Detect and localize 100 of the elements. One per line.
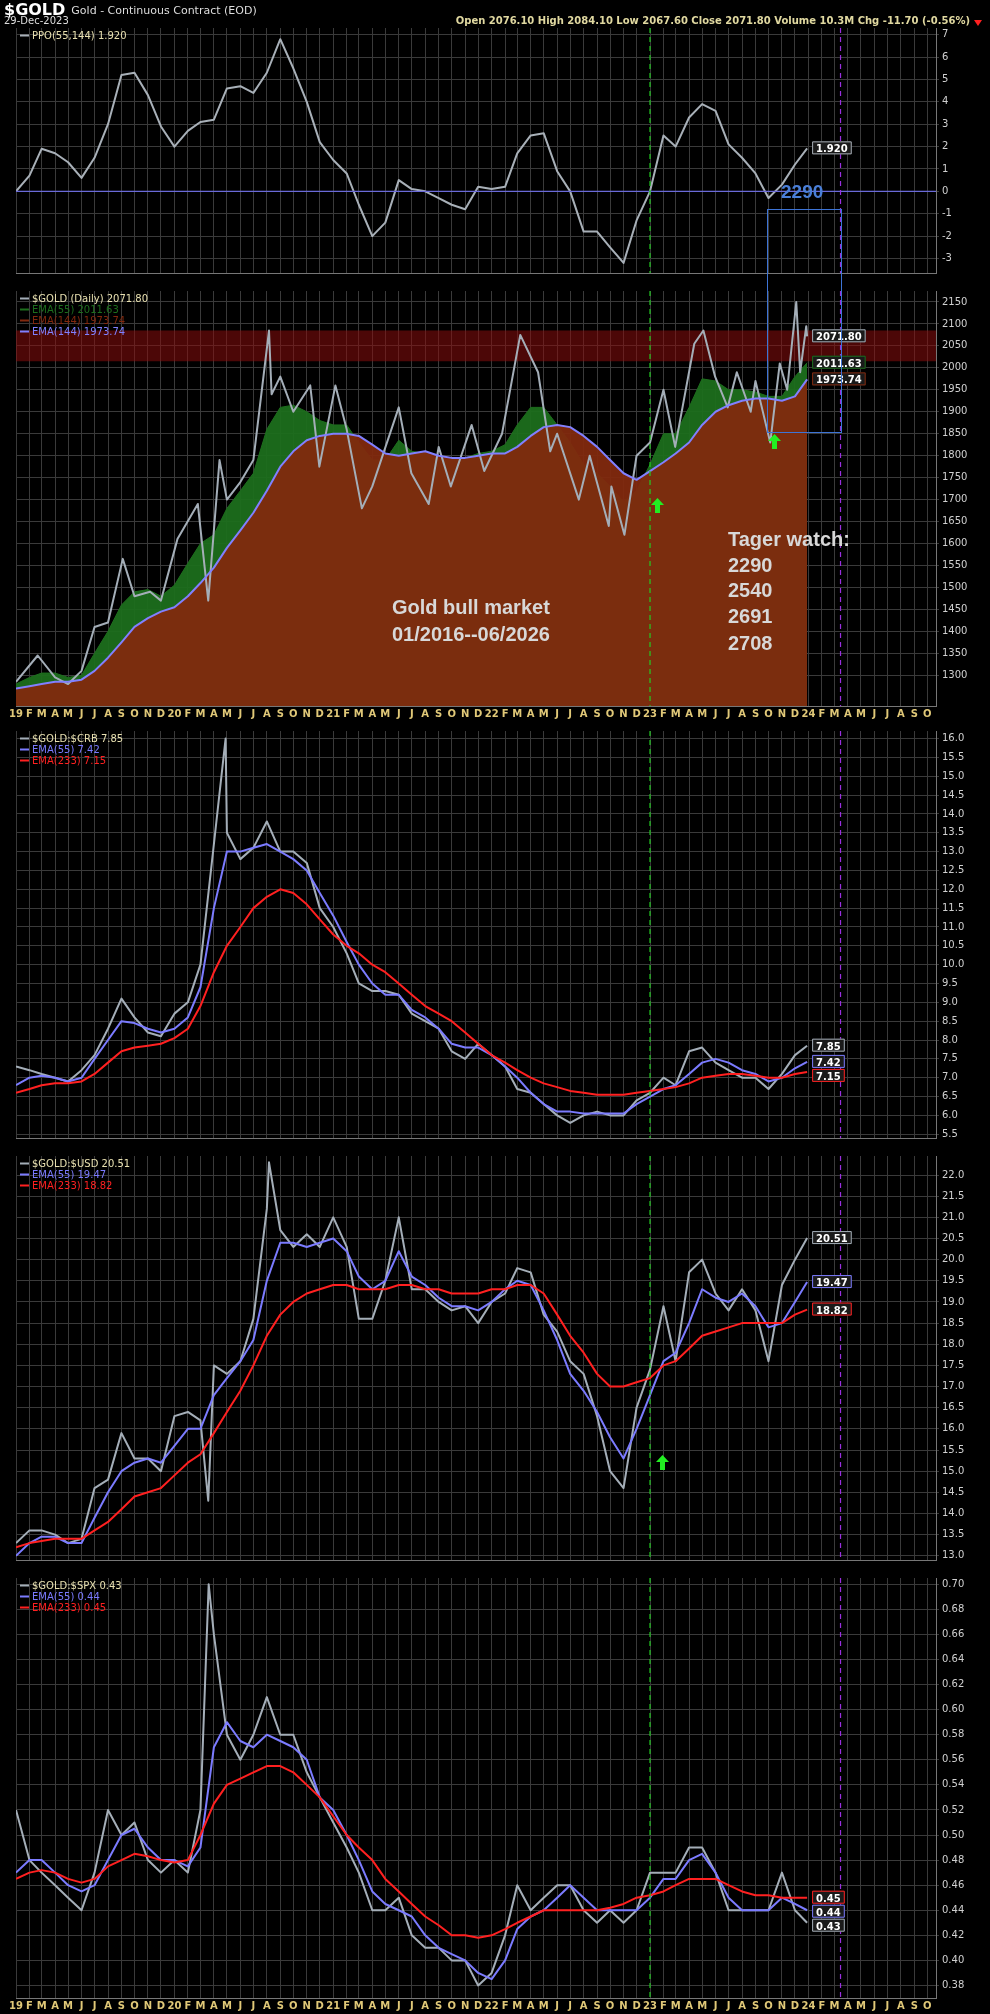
x-tick-label: 20 bbox=[167, 707, 182, 719]
x-tick-label: J bbox=[250, 1999, 256, 2011]
x-tick-label: N bbox=[619, 707, 628, 719]
x-tick-label: 19 bbox=[9, 707, 23, 719]
x-tick-label: J bbox=[78, 1999, 84, 2011]
y-tick-label: 21.5 bbox=[942, 1189, 965, 1201]
y-tick-label: 18.5 bbox=[942, 1316, 965, 1328]
x-tick-label: M bbox=[855, 707, 866, 719]
x-tick-label: J bbox=[884, 707, 890, 719]
y-tick-label: 0.58 bbox=[942, 1728, 965, 1740]
x-tick-label: J bbox=[395, 1999, 401, 2011]
y-tick-label: 9.5 bbox=[942, 977, 958, 989]
y-tick-label: 13.5 bbox=[942, 826, 965, 838]
y-tick-label: 1450 bbox=[942, 602, 968, 614]
x-tick-label: O bbox=[605, 1999, 615, 2011]
y-tick-label: 0.50 bbox=[942, 1828, 965, 1840]
annotation: 2691 bbox=[728, 605, 773, 627]
x-tick-label: M bbox=[36, 1999, 47, 2011]
legend-label: EMA(144) 1973.74 bbox=[32, 315, 126, 326]
y-tick-label: 1700 bbox=[942, 493, 968, 505]
y-tick-label: 6 bbox=[942, 50, 949, 62]
x-tick-label: A bbox=[51, 1999, 60, 2011]
y-tick-label: 14.0 bbox=[942, 1507, 965, 1519]
x-tick-label: J bbox=[91, 707, 97, 719]
y-tick-label: 1550 bbox=[942, 559, 968, 571]
x-tick-label: J bbox=[725, 1999, 731, 2011]
x-tick-label: O bbox=[764, 1999, 773, 2011]
y-tick-label: 11.5 bbox=[942, 901, 965, 913]
x-tick-label: A bbox=[262, 707, 271, 719]
y-tick-label: -3 bbox=[942, 252, 952, 264]
x-tick-label: A bbox=[526, 1999, 535, 2011]
y-tick-label: 1600 bbox=[942, 537, 968, 549]
y-tick-label: 0.62 bbox=[942, 1678, 965, 1690]
x-tick-label: S bbox=[117, 1999, 126, 2011]
y-tick-label: 1350 bbox=[942, 646, 968, 658]
x-tick-label: A bbox=[51, 707, 60, 719]
y-tick-label: 0.52 bbox=[942, 1803, 965, 1815]
x-tick-label: M bbox=[512, 707, 523, 719]
x-tick-label: S bbox=[593, 707, 601, 719]
x-tick-label: A bbox=[368, 1999, 377, 2011]
annotation: 2708 bbox=[728, 632, 773, 654]
y-tick-label: 2100 bbox=[942, 317, 968, 329]
legend-label: EMA(233) 18.82 bbox=[32, 1180, 113, 1191]
x-tick-label: O bbox=[447, 1999, 456, 2011]
x-tick-label: A bbox=[421, 707, 430, 719]
y-tick-label: 20.5 bbox=[942, 1232, 965, 1244]
y-tick-label: 22.0 bbox=[942, 1168, 965, 1180]
y-tick-label: 1850 bbox=[942, 427, 968, 439]
x-tick-label: M bbox=[670, 1999, 681, 2011]
x-tick-label: 21 bbox=[326, 1999, 341, 2011]
x-tick-label: F bbox=[184, 707, 192, 719]
data-label: 7.15 bbox=[816, 1070, 841, 1082]
legend-label: $GOLD:$USD 20.51 bbox=[32, 1158, 131, 1169]
x-tick-label: J bbox=[237, 707, 243, 719]
y-tick-label: 14.5 bbox=[942, 1485, 965, 1497]
x-tick-label: D bbox=[474, 707, 483, 719]
x-tick-label: O bbox=[923, 707, 932, 719]
x-tick-label: J bbox=[91, 1999, 97, 2011]
x-tick-label: A bbox=[738, 1999, 747, 2011]
x-tick-label: M bbox=[221, 707, 232, 719]
x-tick-label: J bbox=[554, 1999, 560, 2011]
x-tick-label: J bbox=[408, 707, 414, 719]
y-tick-label: 1650 bbox=[942, 515, 968, 527]
x-tick-label: J bbox=[567, 1999, 573, 2011]
x-tick-label: A bbox=[896, 707, 905, 719]
y-tick-label: 1400 bbox=[942, 624, 968, 636]
x-tick-label: A bbox=[844, 1999, 853, 2011]
x-tick-label: A bbox=[685, 1999, 694, 2011]
y-tick-label: 10.5 bbox=[942, 939, 965, 951]
y-tick-label: 1300 bbox=[942, 668, 968, 680]
x-tick-label: F bbox=[501, 1999, 509, 2011]
y-tick-label: 1800 bbox=[942, 449, 968, 461]
x-tick-label: M bbox=[670, 707, 681, 719]
x-tick-label: J bbox=[884, 1999, 890, 2011]
x-tick-label: D bbox=[790, 1999, 800, 2011]
y-tick-label: 0.48 bbox=[942, 1853, 965, 1865]
x-tick-label: J bbox=[725, 707, 731, 719]
legend-label: EMA(55) 2011.63 bbox=[32, 304, 119, 315]
x-tick-label: J bbox=[395, 707, 401, 719]
y-tick-label: 0.60 bbox=[942, 1703, 965, 1715]
x-tick-label: M bbox=[63, 1999, 74, 2011]
y-tick-label: 5.5 bbox=[942, 1127, 958, 1139]
x-tick-label: 19 bbox=[9, 1999, 23, 2011]
x-tick-label: F bbox=[501, 707, 509, 719]
x-tick-label: S bbox=[435, 1999, 443, 2011]
data-label: 0.44 bbox=[816, 1906, 841, 1918]
y-tick-label: 14.0 bbox=[942, 807, 965, 819]
y-tick-label: 10.0 bbox=[942, 958, 965, 970]
x-tick-label: M bbox=[855, 1999, 866, 2011]
y-tick-label: 0.38 bbox=[942, 1979, 965, 1991]
data-label: 1.920 bbox=[816, 143, 848, 155]
x-tick-label: J bbox=[871, 1999, 877, 2011]
x-tick-label: S bbox=[910, 1999, 918, 2011]
x-tick-label: M bbox=[353, 707, 364, 719]
x-tick-label: S bbox=[751, 1999, 760, 2011]
x-tick-label: D bbox=[632, 1999, 641, 2011]
y-tick-label: 21.0 bbox=[942, 1210, 965, 1222]
x-tick-label: J bbox=[567, 707, 573, 719]
x-tick-label: F bbox=[818, 707, 826, 719]
y-tick-label: 0.40 bbox=[942, 1953, 965, 1965]
